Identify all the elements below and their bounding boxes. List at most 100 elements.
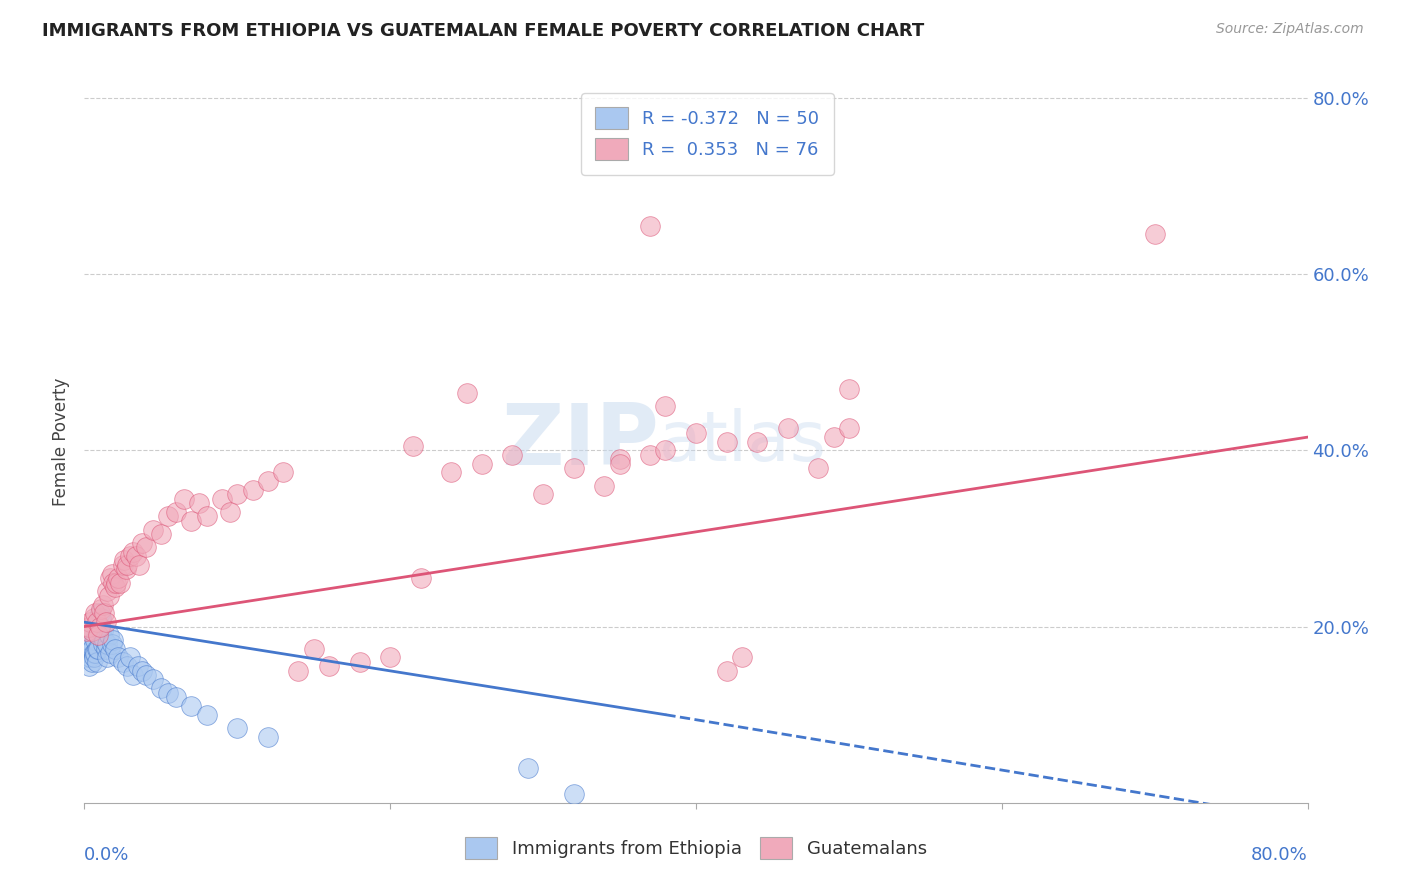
- Point: [76, 624, 98, 638]
- Point: [149, 527, 172, 541]
- Point: [107, 571, 129, 585]
- Point: [80, 641, 103, 656]
- Point: [93, 607, 115, 621]
- Point: [91, 598, 114, 612]
- Point: [257, 730, 280, 744]
- Point: [84, 632, 107, 647]
- Point: [83, 650, 105, 665]
- Point: [96, 584, 118, 599]
- Point: [79, 637, 101, 651]
- Text: 80.0%: 80.0%: [1251, 847, 1308, 864]
- Point: [349, 655, 371, 669]
- Point: [402, 439, 425, 453]
- Point: [94, 615, 117, 630]
- Point: [502, 448, 524, 462]
- Point: [731, 650, 754, 665]
- Point: [115, 558, 138, 572]
- Point: [218, 505, 240, 519]
- Point: [77, 659, 100, 673]
- Point: [86, 655, 108, 669]
- Point: [127, 659, 149, 673]
- Point: [716, 664, 738, 678]
- Point: [226, 487, 249, 501]
- Point: [105, 575, 128, 590]
- Point: [409, 571, 432, 585]
- Point: [90, 624, 112, 638]
- Point: [456, 386, 478, 401]
- Point: [103, 575, 125, 590]
- Point: [180, 514, 202, 528]
- Point: [823, 430, 845, 444]
- Point: [716, 434, 738, 449]
- Point: [380, 650, 402, 665]
- Point: [180, 698, 202, 713]
- Text: Source: ZipAtlas.com: Source: ZipAtlas.com: [1216, 22, 1364, 37]
- Point: [104, 641, 127, 656]
- Point: [93, 632, 115, 647]
- Point: [173, 491, 195, 506]
- Point: [838, 382, 860, 396]
- Point: [108, 575, 131, 590]
- Point: [97, 589, 120, 603]
- Point: [80, 655, 103, 669]
- Point: [111, 558, 134, 572]
- Point: [1143, 227, 1166, 242]
- Point: [142, 673, 165, 687]
- Point: [104, 580, 127, 594]
- Point: [440, 466, 463, 480]
- Point: [471, 457, 494, 471]
- Point: [609, 452, 631, 467]
- Point: [807, 461, 830, 475]
- Point: [103, 632, 125, 647]
- Y-axis label: Female Poverty: Female Poverty: [52, 377, 70, 506]
- Point: [89, 619, 111, 633]
- Point: [77, 646, 100, 660]
- Point: [87, 628, 110, 642]
- Point: [302, 641, 325, 656]
- Point: [638, 219, 661, 233]
- Point: [111, 655, 134, 669]
- Point: [157, 686, 180, 700]
- Point: [96, 650, 118, 665]
- Point: [125, 549, 148, 563]
- Point: [562, 461, 585, 475]
- Point: [76, 650, 98, 665]
- Point: [165, 690, 187, 704]
- Point: [195, 509, 218, 524]
- Point: [86, 615, 108, 630]
- Point: [287, 664, 309, 678]
- Point: [242, 483, 264, 497]
- Point: [87, 628, 110, 642]
- Point: [90, 602, 112, 616]
- Point: [211, 491, 233, 506]
- Point: [747, 434, 769, 449]
- Point: [87, 641, 110, 656]
- Point: [142, 523, 165, 537]
- Point: [101, 566, 124, 581]
- Point: [112, 553, 135, 567]
- Point: [654, 399, 676, 413]
- Point: [98, 571, 121, 585]
- Point: [114, 562, 136, 576]
- Point: [131, 536, 153, 550]
- Point: [91, 637, 114, 651]
- Point: [77, 619, 100, 633]
- Point: [86, 641, 108, 656]
- Point: [135, 541, 157, 555]
- Point: [318, 659, 340, 673]
- Point: [90, 611, 112, 625]
- Point: [79, 615, 101, 630]
- Point: [96, 637, 118, 651]
- Point: [115, 659, 138, 673]
- Text: atlas: atlas: [659, 408, 827, 475]
- Point: [76, 641, 98, 656]
- Legend: Immigrants from Ethiopia, Guatemalans: Immigrants from Ethiopia, Guatemalans: [458, 830, 934, 866]
- Point: [79, 650, 101, 665]
- Point: [609, 457, 631, 471]
- Text: 0.0%: 0.0%: [84, 847, 129, 864]
- Point: [128, 558, 150, 572]
- Point: [226, 721, 249, 735]
- Point: [83, 611, 105, 625]
- Point: [685, 425, 707, 440]
- Point: [654, 443, 676, 458]
